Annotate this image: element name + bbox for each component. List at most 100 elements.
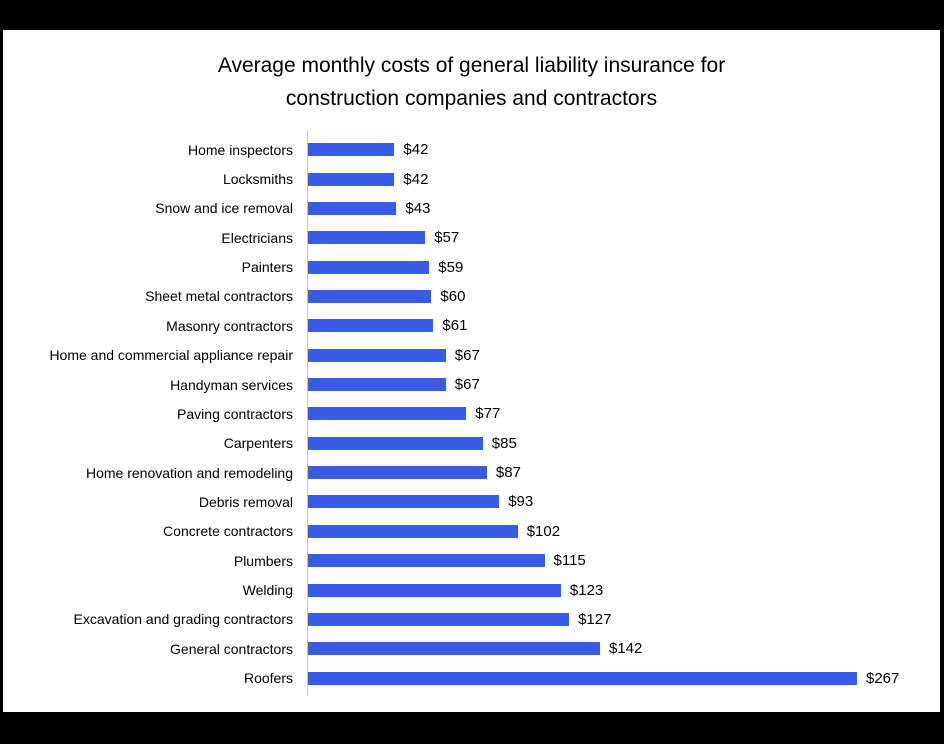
bar-row: Carpenters $85	[3, 429, 940, 458]
value-label: $115	[553, 552, 586, 570]
value-label: $127	[578, 610, 612, 628]
bar	[308, 260, 430, 274]
bar	[308, 378, 446, 392]
chart-title-line-1: Average monthly costs of general liabili…	[217, 54, 726, 77]
bar	[308, 554, 545, 568]
bar-row: Excavation and grading contractors $127	[3, 605, 940, 634]
category-label: Excavation and grading contractors	[73, 611, 293, 628]
bar-track: $127	[307, 605, 940, 634]
value-label: $87	[495, 464, 521, 482]
category-label: Handyman services	[170, 376, 293, 393]
bar	[308, 172, 395, 186]
category-label: Carpenters	[223, 435, 293, 452]
bar	[308, 201, 397, 215]
bar-track: $57	[307, 223, 940, 252]
chart-title-line-2: construction companies and contractors	[285, 87, 658, 110]
value-label: $67	[454, 376, 480, 394]
bar-track: $142	[307, 634, 940, 663]
category-label: Electricians	[221, 229, 293, 246]
bar	[308, 466, 487, 480]
bar	[308, 407, 467, 421]
value-label: $267	[866, 669, 900, 687]
value-label: $61	[442, 317, 468, 335]
bar-row: Sheet metal contractors $60	[3, 282, 940, 311]
category-label: Debris removal	[198, 493, 293, 510]
category-label: Concrete contractors	[163, 523, 293, 540]
bar-track: $123	[307, 575, 940, 604]
bar	[308, 642, 600, 656]
bar	[308, 289, 432, 303]
bar-row: Handyman services $67	[3, 370, 940, 399]
value-label: $42	[403, 170, 429, 188]
bar-row: Welding $123	[3, 575, 940, 604]
bar-row: Roofers $267	[3, 663, 940, 692]
category-label: General contractors	[170, 640, 293, 657]
bar-track: $85	[307, 429, 940, 458]
bar-track: $60	[307, 282, 940, 311]
bar-row: Locksmiths $42	[3, 164, 940, 193]
bar	[308, 348, 446, 362]
bar-track: $67	[307, 370, 940, 399]
bar	[308, 143, 395, 157]
bar	[308, 612, 570, 626]
value-label: $142	[609, 640, 643, 658]
bar	[308, 583, 561, 597]
bar-row: Snow and ice removal $43	[3, 194, 940, 223]
chart-title: Average monthly costs of general liabili…	[3, 49, 940, 115]
value-label: $93	[508, 493, 534, 511]
category-label: Home and commercial appliance repair	[49, 347, 293, 364]
bar	[308, 495, 500, 509]
bar-row: Home inspectors $42	[3, 135, 940, 164]
bar	[308, 319, 434, 333]
bar-row: General contractors $142	[3, 634, 940, 663]
category-label: Snow and ice removal	[155, 200, 293, 217]
bar-track: $267	[307, 663, 940, 692]
bar-track: $87	[307, 458, 940, 487]
bar-row: Electricians $57	[3, 223, 940, 252]
bar-row: Concrete contractors $102	[3, 517, 940, 546]
category-label: Roofers	[243, 670, 293, 687]
bar-track: $61	[307, 311, 940, 340]
value-label: $43	[405, 199, 431, 217]
category-label: Welding	[242, 582, 293, 599]
bar-row: Paving contractors $77	[3, 399, 940, 428]
value-label: $77	[475, 405, 501, 423]
bar	[308, 671, 857, 685]
bar-track: $67	[307, 341, 940, 370]
value-label: $57	[434, 229, 460, 247]
bar	[308, 436, 483, 450]
bar	[308, 231, 426, 245]
bar-row: Masonry contractors $61	[3, 311, 940, 340]
bar-rows: Home inspectors $42 Locksmiths $42 Snow and …	[3, 135, 940, 693]
bar-track: $93	[307, 487, 940, 516]
value-label: $85	[491, 434, 517, 452]
category-label: Masonry contractors	[166, 317, 293, 334]
bar-chart-plot-area: Home inspectors $42 Locksmiths $42 Snow and …	[3, 130, 940, 696]
chart-panel: Average monthly costs of general liabili…	[3, 30, 940, 712]
value-label: $60	[440, 287, 466, 305]
bar-row: Home and commercial appliance repair $67	[3, 341, 940, 370]
value-label: $59	[438, 258, 464, 276]
bar-row: Home renovation and remodeling $87	[3, 458, 940, 487]
bar-row: Painters $59	[3, 252, 940, 281]
bar-track: $102	[307, 517, 940, 546]
category-label: Home renovation and remodeling	[85, 464, 293, 481]
bar-row: Plumbers $115	[3, 546, 940, 575]
bar-track: $77	[307, 399, 940, 428]
bar-track: $43	[307, 194, 940, 223]
value-label: $123	[569, 581, 604, 599]
bar	[308, 524, 518, 538]
bar-track: $59	[307, 252, 940, 281]
bar-track: $42	[307, 164, 940, 193]
value-label: $102	[526, 522, 561, 540]
category-label: Home inspectors	[187, 141, 293, 158]
category-label: Locksmiths	[222, 171, 293, 188]
bar-track: $115	[307, 546, 940, 575]
category-label: Painters	[241, 259, 293, 276]
value-label: $67	[454, 346, 480, 364]
bar-row: Debris removal $93	[3, 487, 940, 516]
category-label: Plumbers	[233, 552, 293, 569]
category-label: Paving contractors	[177, 405, 293, 422]
category-axis-line	[307, 130, 308, 696]
